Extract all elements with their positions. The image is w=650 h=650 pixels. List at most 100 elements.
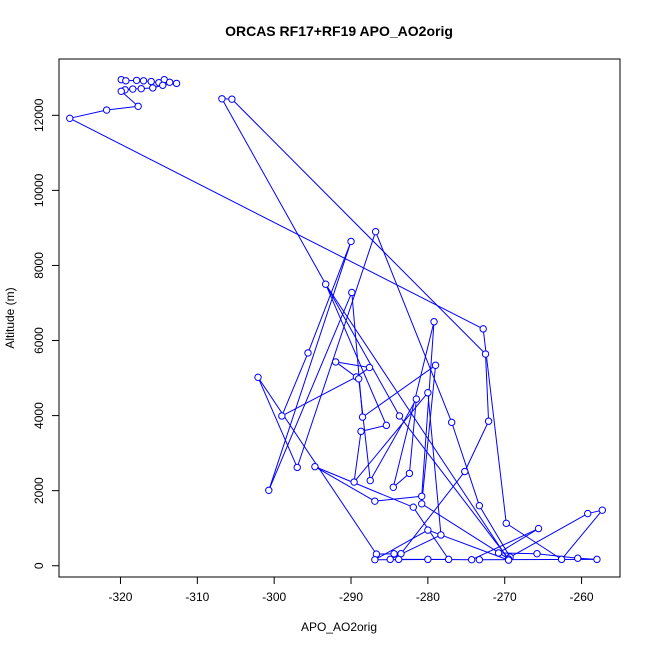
y-tick-label: 10000 — [32, 173, 46, 207]
data-point — [311, 462, 319, 471]
series-segment — [464, 421, 490, 472]
data-point — [172, 79, 181, 88]
data-point — [386, 555, 394, 564]
series-segment — [399, 415, 509, 560]
data-point — [350, 478, 358, 486]
series-segment — [353, 392, 429, 483]
data-point — [357, 427, 365, 436]
data-point — [331, 358, 340, 366]
series-segment — [408, 399, 417, 474]
data-point — [321, 280, 330, 288]
data-point — [137, 84, 145, 93]
data-point — [304, 349, 312, 357]
series-segment — [412, 506, 450, 560]
series-segment — [257, 377, 298, 468]
series-segment — [106, 105, 139, 111]
data-point — [365, 363, 374, 372]
data-point — [479, 325, 487, 333]
data-point — [424, 555, 432, 564]
data-point — [66, 114, 74, 123]
series-segment — [120, 90, 139, 107]
data-point — [147, 77, 155, 86]
data-point — [102, 106, 111, 114]
data-point — [409, 503, 417, 511]
series-segment — [69, 109, 107, 119]
data-point — [504, 556, 513, 564]
data-point — [165, 78, 174, 86]
data-point — [122, 77, 130, 85]
data-point — [358, 413, 367, 421]
series-segment — [427, 392, 442, 536]
series-segment — [561, 509, 603, 560]
series-segment — [400, 471, 466, 555]
y-tick-label: 6000 — [32, 327, 46, 354]
series-segment — [360, 424, 387, 432]
data-point — [534, 524, 543, 533]
y-tick-label: 12000 — [32, 98, 46, 132]
y-tick-label: 2000 — [32, 477, 46, 504]
data-point — [448, 418, 456, 427]
data-point — [293, 463, 301, 472]
data-point — [424, 388, 432, 397]
series-segment — [471, 528, 539, 561]
series-segment — [509, 513, 588, 558]
series-segment — [325, 283, 509, 561]
series-segment — [314, 466, 376, 502]
data-point — [382, 421, 391, 430]
data-point — [149, 84, 157, 92]
data-point — [475, 501, 484, 510]
series-segment — [353, 431, 362, 483]
data-point — [412, 395, 421, 403]
data-point — [481, 350, 490, 358]
data-point — [355, 375, 363, 383]
series-segment — [314, 466, 414, 508]
data-point — [139, 77, 148, 85]
series-segment — [307, 241, 352, 354]
data-point — [584, 509, 592, 518]
series-segment — [281, 352, 309, 417]
data-point — [348, 288, 356, 297]
data-point — [467, 556, 476, 564]
data-point — [437, 531, 445, 539]
x-axis: -320 -310 -300 -290 -280 -270 -260 — [108, 577, 594, 604]
data-point — [484, 417, 493, 425]
series-segment — [421, 365, 437, 504]
data-point — [494, 549, 503, 557]
x-tick-label: -260 — [570, 590, 594, 604]
y-tick-label: 0 — [32, 562, 46, 569]
series-segment — [421, 503, 509, 560]
data-point — [129, 85, 137, 93]
data-point — [395, 412, 404, 420]
data-point — [418, 492, 426, 500]
series-segment — [392, 321, 435, 488]
series-segment — [505, 522, 562, 560]
y-axis: 0 2000 4000 6000 8000 10000 12000 — [32, 98, 59, 569]
data-point — [502, 519, 510, 528]
data-point — [598, 506, 607, 514]
data-point — [265, 486, 273, 494]
data-point — [371, 556, 379, 564]
x-tick-label: -280 — [416, 590, 440, 604]
data-point — [418, 500, 426, 508]
data-point — [117, 87, 125, 95]
series-segment — [69, 117, 484, 330]
data-point — [371, 497, 379, 505]
series-segment — [296, 231, 377, 468]
series-lines — [69, 79, 603, 561]
data-point — [389, 483, 397, 491]
data-point — [557, 555, 566, 564]
data-point — [132, 76, 141, 85]
chart-title: ORCAS RF17+RF19 APO_AO2orig — [225, 23, 453, 39]
plot-area-frame — [58, 58, 621, 578]
data-point — [347, 237, 355, 246]
data-point — [461, 467, 469, 476]
series-segment — [536, 553, 578, 559]
data-point — [390, 550, 398, 558]
series-segment — [221, 98, 400, 417]
series-segment — [485, 354, 490, 422]
data-point — [430, 318, 438, 326]
series-segment — [268, 292, 353, 491]
series-segment — [362, 364, 436, 418]
data-point — [371, 227, 380, 236]
